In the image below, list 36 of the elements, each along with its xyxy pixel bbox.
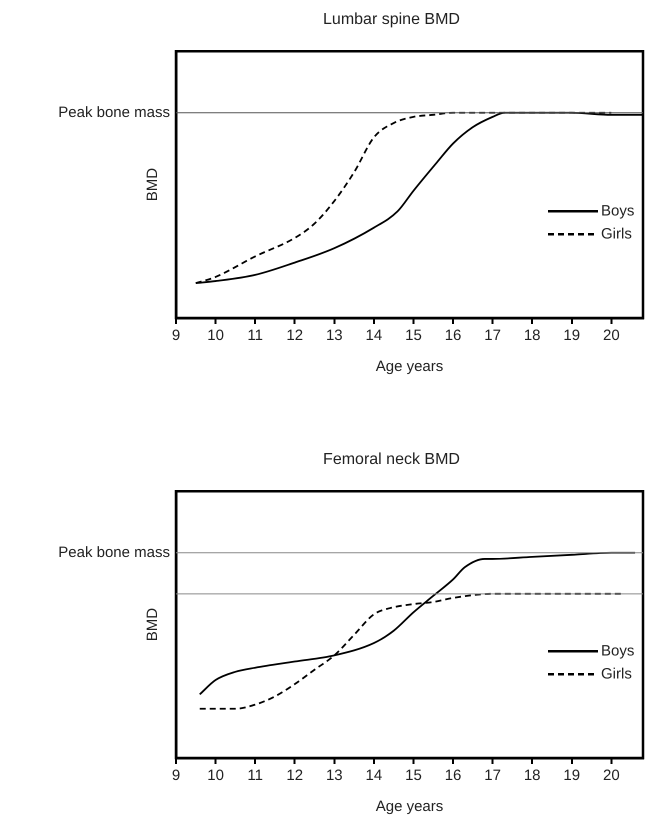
ref-line-label: Peak bone mass [58,104,170,121]
x-axis-title: Age years [376,798,444,816]
x-tick-label: 9 [172,327,180,344]
y-axis-title: BMD [144,168,162,202]
x-tick-label: 10 [207,767,224,784]
x-tick-label: 13 [326,767,343,784]
legend-label: Girls [601,665,632,682]
x-tick-label: 19 [563,767,580,784]
legend-label: Girls [601,225,632,242]
x-tick-label: 10 [207,327,224,344]
x-tick-label: 20 [602,767,620,784]
y-axis-title: BMD [144,608,162,642]
x-tick-label: 17 [484,327,501,344]
x-tick-label: 13 [326,327,343,344]
legend-label: Boys [601,642,634,660]
chart-title: Lumbar spine BMD [323,11,460,28]
x-tick-label: 14 [366,767,382,784]
x-tick-label: 15 [405,327,422,344]
x-tick-label: 9 [172,767,180,784]
x-tick-label: 11 [247,767,263,784]
x-tick-label: 16 [444,767,462,784]
x-tick-label: 11 [247,327,263,344]
x-tick-label: 18 [524,767,541,784]
x-tick-label: 19 [563,327,580,344]
x-tick-label: 18 [524,327,541,344]
x-tick-label: 14 [366,327,382,344]
x-tick-label: 12 [286,767,304,784]
x-tick-label: 12 [286,327,304,344]
x-tick-label: 20 [602,327,620,344]
x-tick-label: 15 [405,767,422,784]
x-tick-label: 16 [444,327,462,344]
legend-label: Boys [601,202,634,220]
ref-line-label: Peak bone mass [58,544,170,561]
x-tick-label: 17 [484,767,501,784]
x-axis-title: Age years [376,358,444,376]
chart-title: Femoral neck BMD [323,451,460,468]
